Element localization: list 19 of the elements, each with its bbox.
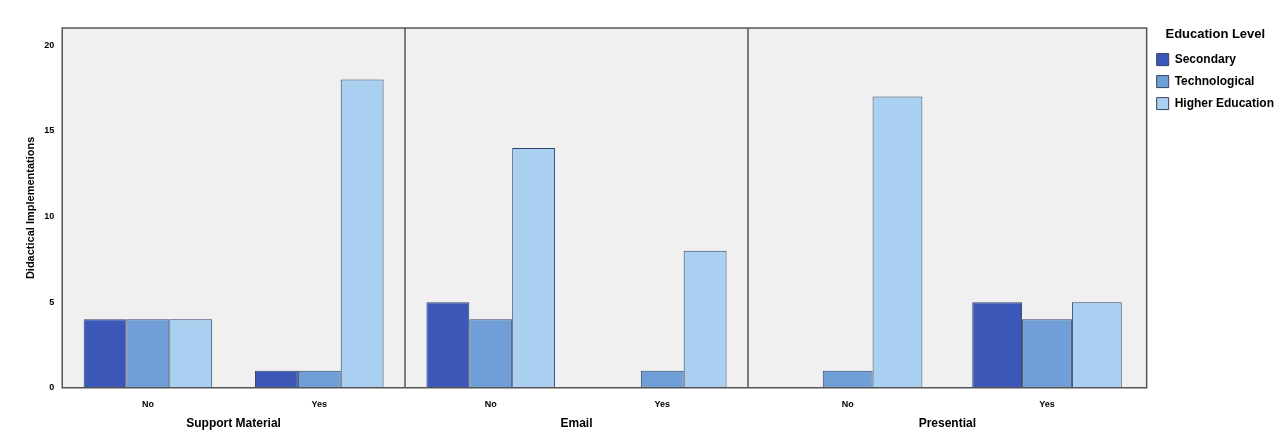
x-tick-label: No xyxy=(841,398,855,409)
y-tick-label: 0 xyxy=(49,382,55,393)
y-axis-title: Didactical Implementations xyxy=(23,136,36,280)
y-tick-label: 15 xyxy=(44,125,55,136)
x-tick-label: Yes xyxy=(311,398,328,409)
y-tick-label: 10 xyxy=(44,210,55,221)
y-tick-label: 5 xyxy=(49,296,55,307)
legend-label: Higher Education xyxy=(1174,95,1274,110)
x-tick-label: Yes xyxy=(654,398,671,409)
legend-label: Secondary xyxy=(1174,51,1237,66)
legend-title: Education Level xyxy=(1165,26,1266,42)
y-tick-label: 20 xyxy=(44,39,55,50)
x-axis-title: Support Material xyxy=(186,416,281,431)
x-tick-label: No xyxy=(484,398,498,409)
x-tick-label: No xyxy=(141,398,155,409)
x-axis-title: Email xyxy=(560,416,593,431)
x-axis-title: Presential xyxy=(918,416,977,431)
legend-label: Technological xyxy=(1174,73,1255,88)
x-tick-label: Yes xyxy=(1039,398,1055,409)
